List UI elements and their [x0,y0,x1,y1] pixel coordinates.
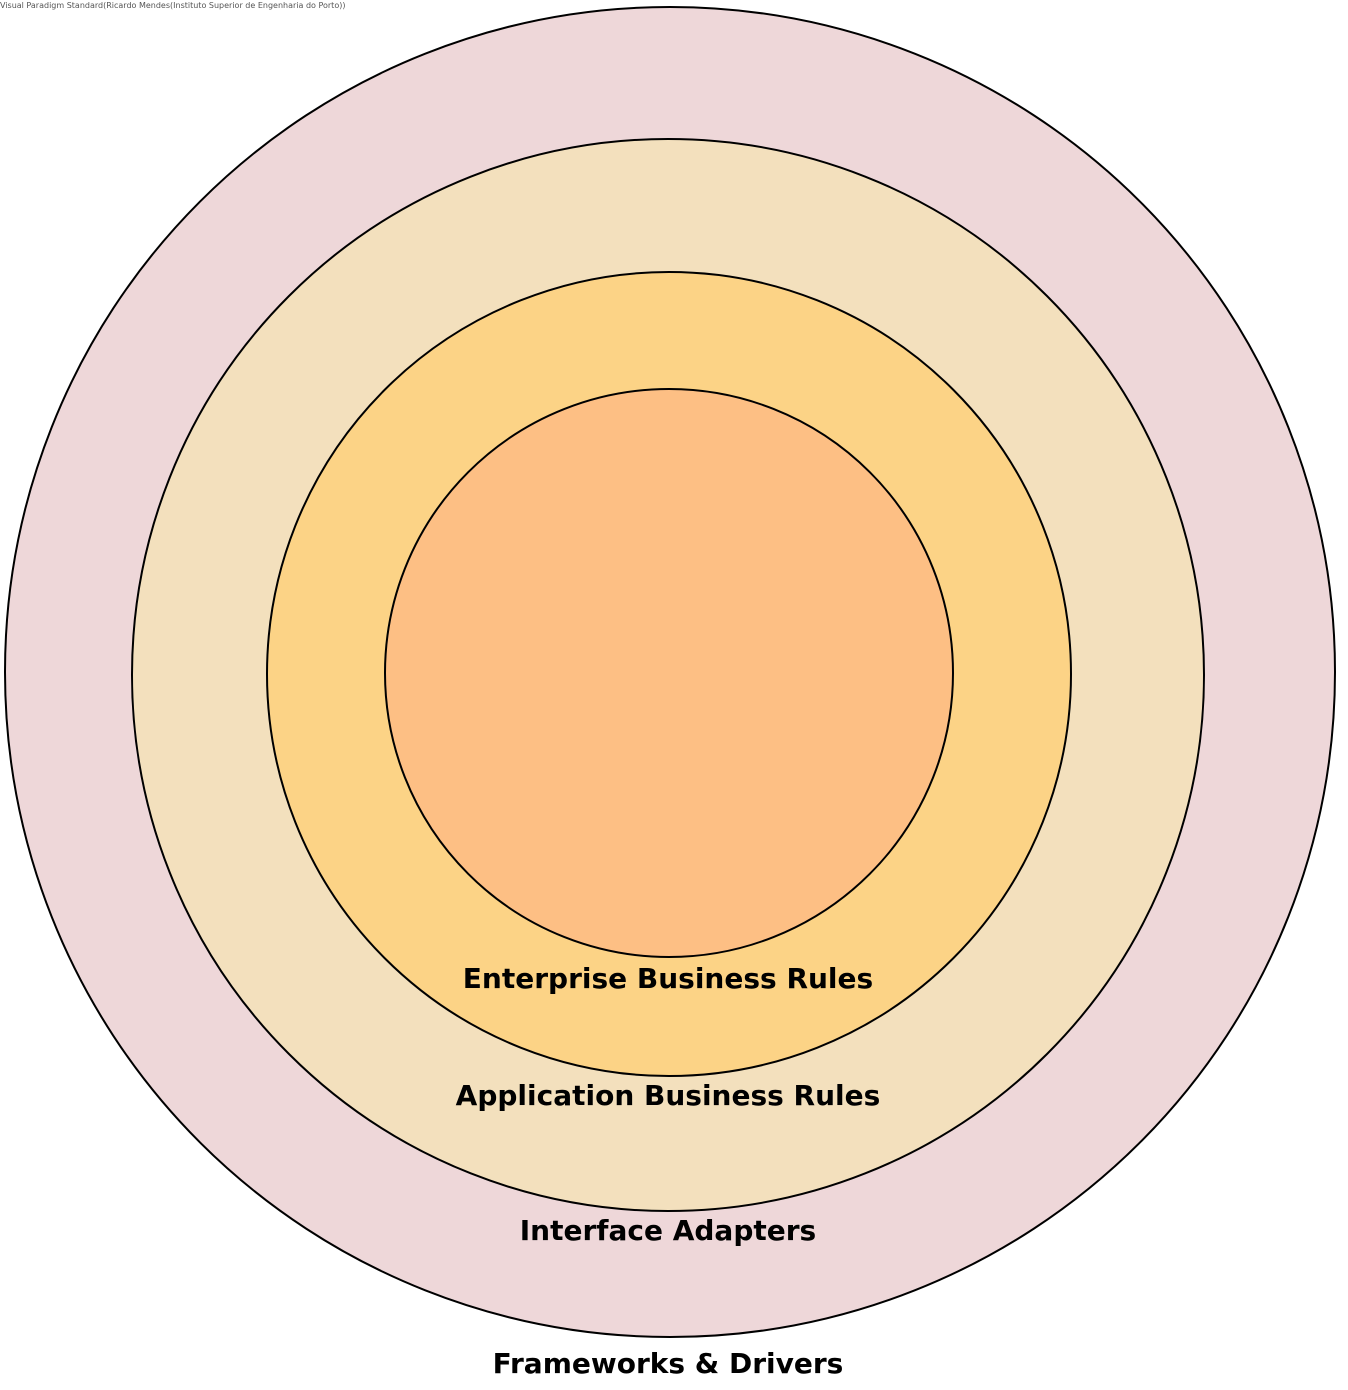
enterprise-business-rules-circle[interactable] [384,388,954,958]
watermark-text: Visual Paradigm Standard(Ricardo Mendes(… [0,1,346,10]
frameworks-drivers-label: Frameworks & Drivers [493,1347,844,1380]
interface-adapters-label: Interface Adapters [520,1214,816,1247]
enterprise-business-rules-label: Enterprise Business Rules [463,962,873,995]
application-business-rules-label: Application Business Rules [456,1079,881,1112]
